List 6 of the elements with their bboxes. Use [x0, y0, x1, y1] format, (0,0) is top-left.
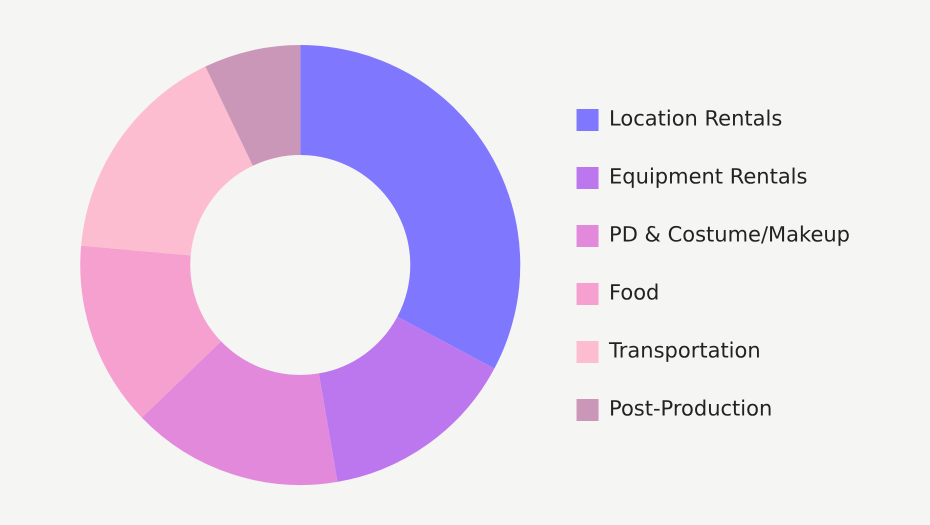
legend-label: Post-Production	[609, 396, 772, 420]
legend-label: Transportation	[608, 338, 761, 362]
legend-label: Location Rentals	[609, 106, 782, 130]
legend-label: PD & Costume/Makeup	[609, 222, 850, 246]
legend-label: Equipment Rentals	[609, 164, 808, 188]
legend-label: Food	[609, 280, 660, 304]
